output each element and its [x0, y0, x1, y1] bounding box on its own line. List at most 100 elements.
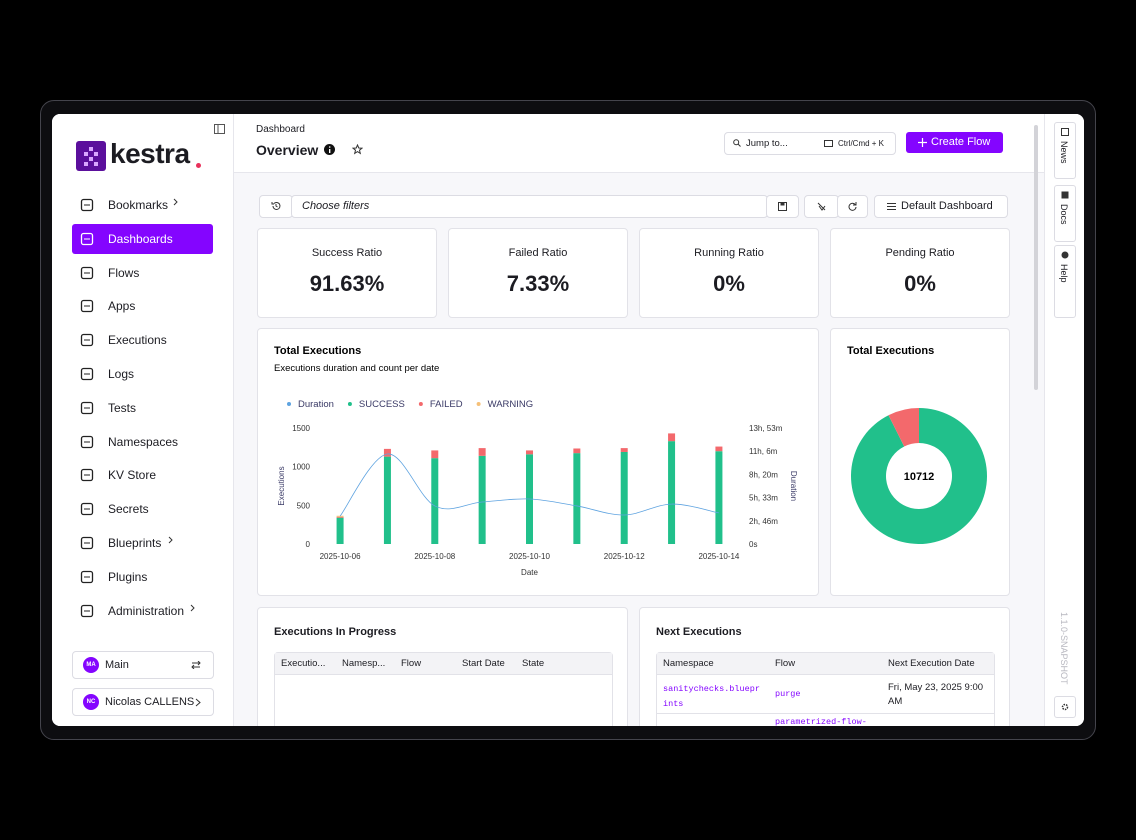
info-icon[interactable] — [324, 144, 335, 155]
save-filter-button[interactable] — [766, 195, 799, 218]
chevron — [173, 198, 178, 206]
executions-chart-card: Total Executions Executions duration and… — [257, 328, 819, 596]
logo-icon — [76, 141, 106, 171]
chevron — [195, 698, 201, 707]
nav-icon — [80, 198, 94, 212]
table: Namespace Flow Next Execution Date sanityc… — [656, 652, 995, 726]
nav-item[interactable]: Tests — [72, 393, 213, 423]
docs-button[interactable]: Docs — [1054, 185, 1076, 242]
sidebar: kestra MA Main NC Nicolas CALLENS Bookmark… — [52, 114, 234, 726]
x-tick-label: 2025-10-08 — [414, 552, 455, 561]
nav-item[interactable]: KV Store — [72, 460, 213, 490]
donut-chart: Total Executions 10712 — [847, 345, 987, 544]
filter-input[interactable]: Choose filters — [291, 195, 768, 218]
nav-label: Apps — [108, 299, 136, 314]
nav-label: Bookmarks — [108, 198, 169, 212]
nav-item[interactable]: Executions — [72, 325, 213, 355]
user-menu[interactable]: NC Nicolas CALLENS — [72, 688, 214, 716]
avatar: NC — [83, 694, 99, 710]
y2-tick-label: 13h, 53m — [749, 424, 783, 433]
kpi-value: 91.63% — [309, 271, 385, 296]
y2-tick-label: 2h, 46m — [749, 517, 778, 526]
y2-tick-label: 5h, 33m — [749, 494, 778, 503]
x-tick-label: 2025-10-12 — [604, 552, 645, 561]
chevron — [190, 604, 195, 611]
column-header: Flow — [401, 658, 422, 669]
nav-label: KV Store — [108, 468, 157, 483]
next-date: Fri, May 23, 2025 9:00 AM — [888, 682, 984, 707]
scrollbar[interactable] — [1034, 125, 1038, 390]
nav-icon — [80, 300, 94, 313]
search-box[interactable]: Jump to... Ctrl/Cmd + K — [724, 132, 896, 155]
nav-icon — [80, 435, 94, 448]
table-row[interactable]: sanitychecks.blueprints purge Fri, May 2… — [657, 675, 994, 714]
column-header: Flow — [775, 658, 796, 669]
table-header: Namespace Flow Next Execution Date — [657, 653, 994, 675]
legend-label: FAILED — [430, 399, 463, 410]
nav-label: Logs — [108, 367, 135, 381]
history-button[interactable] — [259, 195, 293, 218]
nav-label: Plugins — [108, 569, 148, 584]
legend-marker — [418, 402, 423, 406]
table-header: Executio... Namesp... Flow Start Date State — [275, 653, 612, 675]
column-header: Namespace — [663, 658, 714, 669]
collapse-icon[interactable] — [214, 124, 225, 134]
x-axis-title: Date — [521, 568, 538, 577]
bar-segment — [573, 448, 581, 454]
right-rail: News Docs Help 1.1.0-SNAPSHOT — [1044, 114, 1084, 726]
kpi-card: Success Ratio 91.63% — [257, 228, 437, 318]
flow[interactable]: parametrized-flow- — [775, 717, 867, 726]
news-button[interactable]: News — [1054, 122, 1076, 179]
donut-slice — [888, 408, 919, 447]
in-progress-card: Executions In Progress Executio... Namesp… — [257, 607, 628, 726]
plus-icon — [918, 138, 927, 147]
bar-segment — [620, 451, 628, 544]
avatar: MA — [83, 657, 99, 673]
shortcut: Ctrl/Cmd + K — [838, 139, 885, 148]
rail-label: News — [1059, 141, 1069, 164]
bar-segment — [383, 448, 391, 457]
y-axis-title: Executions — [277, 466, 286, 505]
help-icon — [1061, 251, 1069, 259]
legend-label: Duration — [298, 399, 334, 410]
nav-item[interactable]: Blueprints — [72, 528, 213, 558]
nav-item[interactable]: Flows — [72, 258, 213, 288]
dashboard-select[interactable]: Default Dashboard — [874, 195, 1008, 218]
nav-item[interactable]: Secrets — [72, 494, 213, 524]
bar-segment — [383, 456, 391, 544]
flow[interactable]: purge — [775, 689, 801, 699]
namespace[interactable]: sanitychecks.blueprints — [663, 684, 760, 709]
nav-icon — [80, 334, 94, 347]
table-row[interactable]: parametrized-flow- — [657, 714, 994, 726]
tenant-name: Main — [105, 659, 129, 671]
create-flow-button[interactable]: Create Flow — [906, 132, 1003, 153]
history-icon — [271, 201, 281, 210]
nav-item[interactable]: Namespaces — [72, 427, 213, 457]
nav-item[interactable]: Dashboards — [72, 223, 213, 254]
x-tick-label: 2025-10-10 — [509, 552, 550, 561]
no-refresh-icon — [817, 202, 826, 211]
y2-tick-label: 8h, 20m — [749, 470, 778, 479]
legend-marker — [287, 402, 291, 406]
tenant-switch[interactable]: MA Main — [72, 651, 214, 679]
refresh-button[interactable] — [837, 195, 868, 218]
autorefresh-button[interactable] — [804, 195, 839, 218]
nav-item[interactable]: Apps — [72, 291, 213, 321]
settings-button[interactable] — [1054, 696, 1076, 718]
bar-segment — [715, 451, 723, 544]
star-icon[interactable] — [352, 144, 363, 155]
duration-line — [339, 453, 719, 517]
breadcrumb[interactable]: Dashboard — [256, 124, 305, 135]
nav-icon — [80, 367, 94, 381]
nav-item[interactable]: Administration — [72, 596, 213, 626]
rail-label: Docs — [1059, 204, 1069, 225]
nav-label: Executions — [108, 333, 167, 348]
nav-label: Blueprints — [108, 536, 162, 550]
nav-item[interactable]: Plugins — [72, 562, 213, 592]
legend-label: SUCCESS — [359, 399, 405, 410]
nav-icon — [80, 232, 94, 245]
help-button[interactable]: Help — [1054, 245, 1076, 318]
nav-item[interactable]: Logs — [72, 359, 213, 389]
nav-item[interactable]: Bookmarks — [72, 190, 213, 220]
